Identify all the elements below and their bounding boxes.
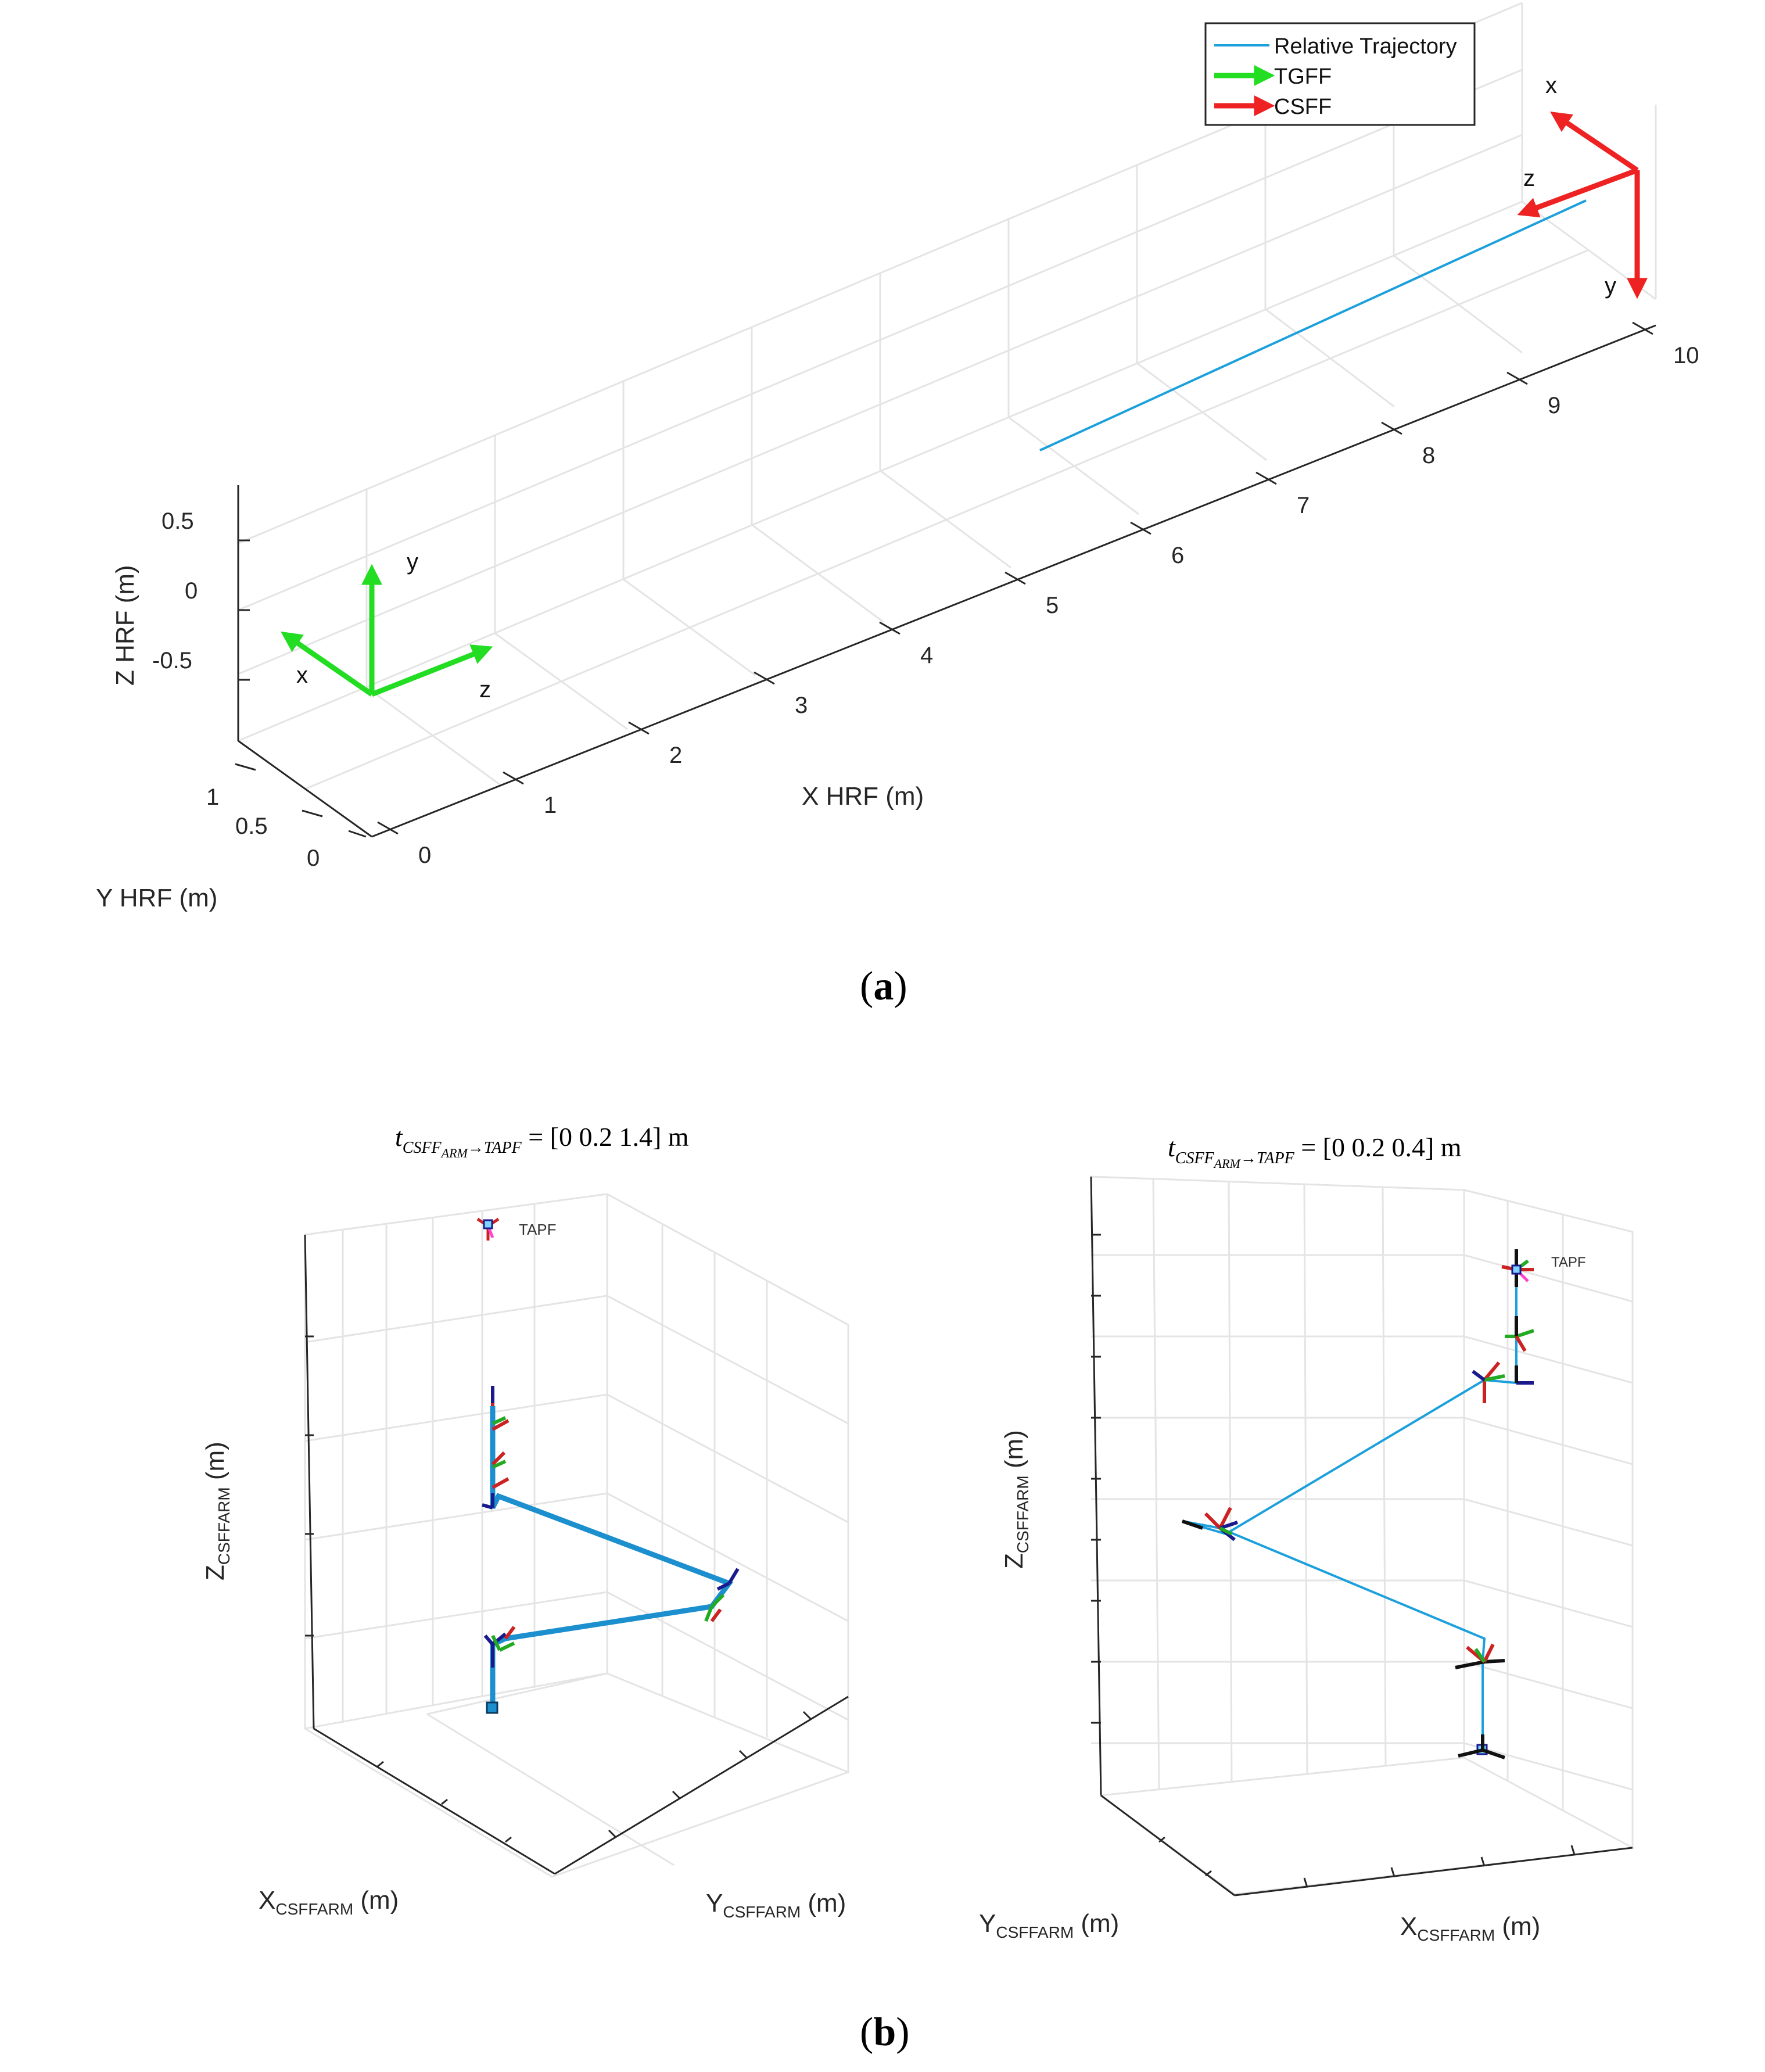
- a-y-tick-0.5: 0.5: [235, 813, 268, 839]
- tgff-z-arrow: [371, 644, 493, 697]
- a-x-tick-mark: [1130, 521, 1151, 535]
- a-x-tick-mark: [377, 821, 399, 835]
- a-x-tick-mark: [754, 671, 775, 685]
- panel-a-legend: Relative Trajectory TGFF CSFF: [1204, 22, 1476, 126]
- br-y-axis-label: YCSFFARM (m): [979, 1909, 1119, 1941]
- bl-tapf-marker: [476, 1217, 500, 1241]
- a-x-tick-mark: [1255, 471, 1277, 485]
- a-x-tick-label: 9: [1548, 393, 1560, 418]
- a-z-axis-label: Z HRF (m): [111, 565, 139, 686]
- bl-z-axis-label: ZCSFFARM (m): [201, 1442, 233, 1580]
- csff-y-label: y: [1605, 273, 1616, 299]
- bl-title: tCSFFARM→TAPF = [0 0.2 1.4] m: [395, 1122, 689, 1160]
- a-x-tick-label: 8: [1422, 443, 1435, 468]
- legend-label-trajectory: Relative Trajectory: [1274, 34, 1457, 59]
- csff-z-label: z: [1523, 166, 1535, 191]
- br-arm: TAPF: [1182, 1249, 1586, 1759]
- csff-x-label: x: [1545, 73, 1557, 98]
- br-x-axis-label: XCSFFARM (m): [1400, 1912, 1540, 1944]
- panel-a-grid: [237, 2, 1657, 838]
- a-x-tick-mark: [1381, 421, 1402, 435]
- panel-a-x-ticks: 0 1 2 3 4 5 6 7 8 9 10: [377, 321, 1699, 868]
- br-axes: [1090, 1176, 1633, 1897]
- tgff-x-label: x: [296, 662, 308, 688]
- a-x-tick-label: 7: [1297, 493, 1310, 518]
- a-x-tick-label: 5: [1046, 593, 1059, 618]
- a-x-tick-label: 6: [1171, 543, 1184, 568]
- tgff-frame: y x z: [281, 549, 493, 702]
- br-arm-links: [1182, 1278, 1518, 1750]
- br-tapf-marker: [1501, 1249, 1534, 1287]
- bl-base-marker: [486, 1701, 498, 1714]
- csff-frame: x z y: [1517, 73, 1648, 299]
- legend-label-csff: CSFF: [1274, 95, 1332, 119]
- a-x-tick-label: 10: [1673, 343, 1699, 368]
- br-tapf-label: TAPF: [1551, 1254, 1586, 1270]
- a-x-tick-mark: [503, 771, 524, 785]
- br-grid: [1090, 1175, 1634, 1895]
- caption-b: (b): [860, 2010, 910, 2055]
- a-y-axis-label: Y HRF (m): [96, 884, 217, 912]
- caption-a-letter: a: [873, 964, 894, 1009]
- a-z-tick-neg0.5: -0.5: [152, 648, 192, 673]
- a-x-tick-mark: [1632, 321, 1653, 335]
- a-x-tick-mark: [879, 621, 901, 635]
- caption-a: (a): [860, 964, 907, 1009]
- a-x-tick-label: 1: [544, 793, 557, 818]
- a-y-tick-1: 1: [206, 784, 219, 810]
- panel-b-right-plot: tCSFFARM→TAPF = [0 0.2 0.4] m: [979, 1132, 1634, 1944]
- a-y-tick-0: 0: [307, 845, 320, 871]
- tgff-x-arrow: [281, 631, 374, 697]
- relative-trajectory-line: [1039, 199, 1587, 451]
- a-x-tick-mark: [1506, 371, 1528, 385]
- csff-x-arrow: [1550, 111, 1639, 173]
- bl-y-axis-label: YCSFFARM (m): [706, 1889, 846, 1921]
- bl-axes: [304, 1234, 849, 1875]
- bl-grid: [304, 1193, 849, 1878]
- tgff-y-label: y: [407, 549, 418, 575]
- a-x-tick-mark: [628, 721, 650, 735]
- bl-x-axis-label: XCSFFARM (m): [259, 1886, 399, 1918]
- csff-z-arrow: [1517, 167, 1638, 218]
- a-z-tick-0: 0: [185, 578, 198, 604]
- bl-arm: TAPF: [476, 1217, 740, 1714]
- a-x-tick-label: 0: [418, 843, 431, 868]
- a-x-tick-mark: [1005, 571, 1026, 585]
- legend-label-tgff: TGFF: [1274, 64, 1332, 89]
- panel-a-axes: [237, 324, 1656, 838]
- a-x-tick-label: 4: [920, 643, 933, 668]
- a-x-axis-label: X HRF (m): [802, 782, 924, 811]
- br-z-axis-label: ZCSFFARM (m): [1000, 1430, 1032, 1569]
- panel-a-z-ticks: 0.5 0 -0.5: [152, 508, 250, 681]
- tgff-z-label: z: [479, 677, 491, 702]
- a-x-tick-label: 2: [669, 743, 682, 768]
- panel-a-y-ticks: 1 0.5 0: [206, 763, 367, 871]
- bl-tapf-label: TAPF: [519, 1221, 557, 1238]
- br-title: tCSFFARM→TAPF = [0 0.2 0.4] m: [1168, 1132, 1462, 1171]
- a-z-tick-0.5: 0.5: [162, 508, 194, 534]
- bl-arm-links: [490, 1406, 734, 1708]
- panel-b-left-plot: tCSFFARM→TAPF = [0 0.2 1.4] m: [201, 1122, 849, 1921]
- a-x-tick-label: 3: [795, 693, 808, 718]
- caption-b-letter: b: [873, 2010, 896, 2055]
